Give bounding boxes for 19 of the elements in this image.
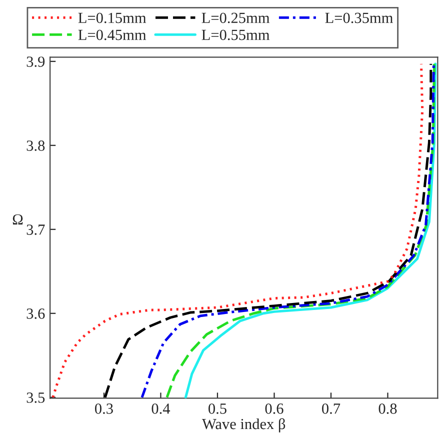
y-tick-label: 3.6 <box>26 308 45 319</box>
x-tick-label: 0.4 <box>152 404 170 414</box>
x-axis-title: Wave index β <box>202 418 286 432</box>
y-tick-label: 3.5 <box>26 392 45 403</box>
x-tick-label: 0.5 <box>208 404 226 414</box>
legend-label: L=0.55mm <box>202 30 270 40</box>
x-tick-label: 0.7 <box>322 404 340 414</box>
legend-label: L=0.25mm <box>202 12 270 24</box>
x-tick-label: 0.3 <box>95 404 113 414</box>
legend-label: L=0.15mm <box>78 12 146 24</box>
y-tick-label: 3.7 <box>26 224 45 235</box>
y-tick-label: 3.9 <box>26 56 45 67</box>
y-axis-title: Ω <box>12 214 23 224</box>
legend-label: L=0.35mm <box>325 12 393 24</box>
line-series <box>52 62 424 398</box>
legend-label: L=0.45mm <box>78 30 146 40</box>
x-tick-label: 0.6 <box>265 404 284 414</box>
y-tick-label: 3.8 <box>26 140 45 151</box>
x-tick-label: 0.8 <box>378 404 397 414</box>
